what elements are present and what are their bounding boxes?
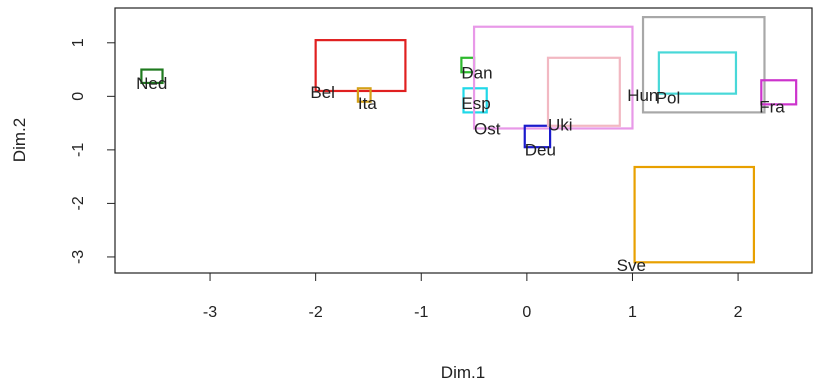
- point-label-uki: Uki: [548, 115, 573, 134]
- y-axis-title: Dim.2: [10, 118, 29, 162]
- point-label-deu: Deu: [525, 140, 556, 159]
- x-tick-label: 1: [628, 304, 637, 321]
- x-tick-label: 0: [522, 304, 531, 321]
- x-tick-label: -2: [309, 304, 323, 321]
- point-label-pol: Pol: [656, 88, 681, 107]
- point-label-bel: Bel: [310, 83, 335, 102]
- region-box-bel: [314, 39, 407, 93]
- region-box-fra: [760, 79, 798, 106]
- region-box-ost: [472, 25, 634, 130]
- region-box-uki: [546, 56, 621, 127]
- point-label-hun: Hun: [627, 86, 658, 105]
- region-box-deu: [523, 124, 552, 149]
- x-tick-label: -3: [203, 304, 217, 321]
- point-label-ita: Ita: [358, 94, 377, 113]
- region-box-hun: [641, 16, 766, 114]
- y-tick-label: -3: [70, 250, 87, 264]
- region-box-ita: [356, 87, 372, 103]
- y-tick-label: -2: [70, 196, 87, 210]
- point-label-dan: Dan: [461, 63, 492, 82]
- x-axis-title: Dim.1: [441, 363, 485, 382]
- point-label-ost: Ost: [474, 120, 501, 139]
- y-tick-label: 0: [70, 92, 87, 101]
- point-label-ned: Ned: [136, 74, 167, 93]
- plot-frame: [114, 7, 813, 274]
- x-axis: -3 -2 -1 0 1 2: [203, 272, 743, 321]
- y-tick-label: 1: [70, 38, 87, 47]
- y-axis: -3 -2 -1 0 1: [70, 38, 116, 264]
- region-box-ned: [140, 68, 164, 85]
- y-tick-label: -1: [70, 143, 87, 157]
- region-box-pol: [657, 51, 738, 95]
- point-label-esp: Esp: [461, 94, 490, 113]
- x-tick-label: -1: [414, 304, 428, 321]
- x-tick-label: 2: [734, 304, 743, 321]
- point-label-sve: Sve: [617, 256, 646, 275]
- point-label-fra: Fra: [759, 98, 785, 117]
- region-box-sve: [633, 165, 756, 264]
